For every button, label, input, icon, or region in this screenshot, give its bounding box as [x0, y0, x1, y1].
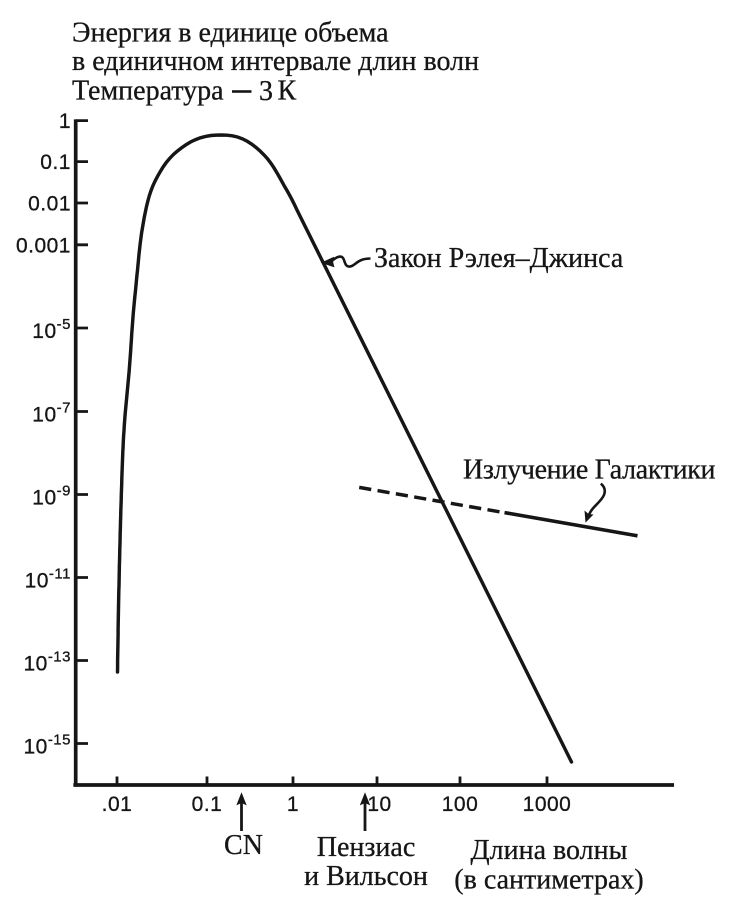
- svg-text:К: К: [278, 76, 297, 107]
- svg-text:.01: .01: [102, 793, 133, 816]
- svg-text:и Вильсон: и Вильсон: [304, 861, 428, 892]
- svg-text:(в сантиметрах): (в сантиметрах): [454, 865, 643, 896]
- svg-text:Закон Рэлея–Джинса: Закон Рэлея–Джинса: [374, 243, 624, 274]
- svg-text:0.1: 0.1: [40, 151, 71, 174]
- svg-text:Температура: Температура: [72, 76, 224, 107]
- svg-text:1000: 1000: [523, 793, 572, 816]
- svg-text:Энергия в единице объема: Энергия в единице объема: [72, 18, 389, 49]
- svg-text:3: 3: [259, 76, 273, 107]
- svg-text:1: 1: [287, 793, 299, 816]
- svg-text:10-11: 10-11: [25, 566, 71, 593]
- svg-text:Пензиас: Пензиас: [317, 832, 416, 863]
- svg-text:CN: CN: [224, 830, 263, 861]
- svg-text:в единичном интервале длин вол: в единичном интервале длин волн: [72, 46, 479, 77]
- svg-text:10-5: 10-5: [32, 316, 71, 343]
- svg-text:10: 10: [367, 793, 391, 816]
- svg-text:Излучение Галактики: Излучение Галактики: [463, 455, 715, 486]
- svg-text:0.1: 0.1: [192, 793, 223, 816]
- svg-text:0.01: 0.01: [28, 193, 71, 216]
- svg-text:Длина волны: Длина волны: [471, 835, 628, 866]
- svg-text:100: 100: [442, 793, 479, 816]
- svg-text:1: 1: [59, 110, 71, 133]
- svg-text:10-7: 10-7: [32, 400, 71, 427]
- svg-text:0.001: 0.001: [16, 234, 71, 257]
